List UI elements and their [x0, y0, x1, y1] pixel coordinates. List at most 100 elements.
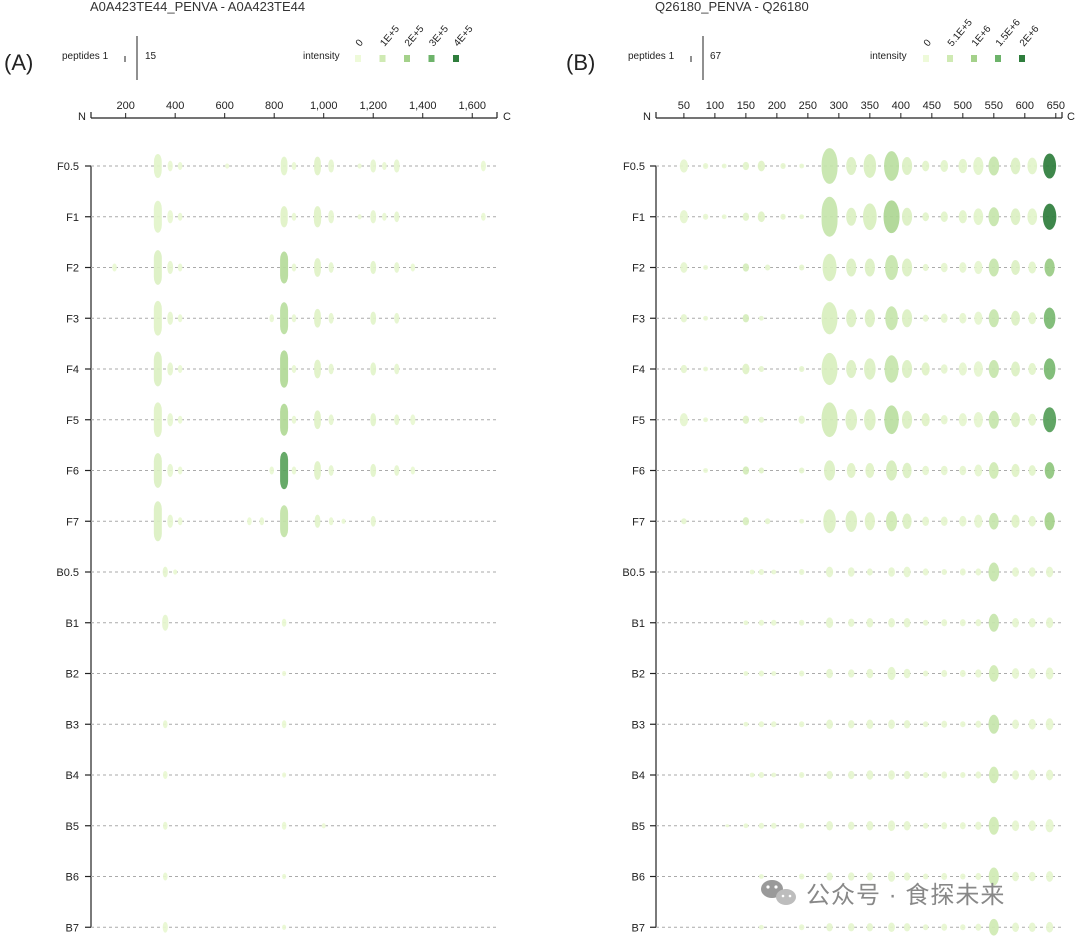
panel-b-row-F4: F4	[632, 352, 1062, 386]
panel-b-peptide-mark	[1028, 567, 1036, 577]
panel-a-peptide-mark	[280, 156, 288, 176]
panel-a-peptide-mark	[314, 461, 321, 480]
panel-b-peptide-mark	[903, 770, 911, 780]
panel-b-peptide-mark	[1027, 208, 1038, 226]
panel-b-peptide-mark	[1043, 307, 1056, 329]
panel-a-peptide-mark	[393, 159, 400, 173]
panel-a-peptide-mark	[328, 465, 334, 476]
panel-b-intensity-label: intensity	[870, 51, 907, 62]
panel-b-peptide-mark	[973, 411, 983, 428]
panel-b-peptide-mark	[846, 258, 857, 277]
panel-b-x-tick-label-8: 450	[923, 100, 941, 112]
panel-b-peptide-mark	[1042, 203, 1057, 230]
panel-a-peptide-mark	[177, 162, 183, 170]
panel-b-peptide-mark	[864, 409, 876, 431]
panel-b-peptide-mark	[799, 214, 805, 220]
panel-b-peptide-mark	[848, 821, 855, 830]
panel-a-peptide-mark	[153, 250, 162, 285]
panel-b-peptide-mark	[771, 569, 777, 575]
panel-b-peptide-mark	[921, 362, 930, 376]
panel-a-peptide-mark	[370, 159, 377, 173]
panel-a-row-B4: B4	[66, 770, 497, 782]
panel-a-peptide-mark	[162, 821, 168, 830]
panel-b-peptide-mark	[901, 410, 913, 429]
panel-a-peptide-mark	[357, 214, 362, 220]
panel-b-x-tick-label-2: 150	[737, 100, 755, 112]
panel-a-peptide-mark	[370, 463, 377, 478]
panel-b-peptide-mark	[885, 460, 898, 481]
panel-a-peptide-mark	[153, 351, 162, 387]
panel-b-peptide-mark	[960, 721, 966, 728]
panel-a-peptide-mark	[177, 314, 183, 323]
panel-b-peptide-mark	[888, 922, 895, 933]
panel-b-peptide-mark	[1028, 769, 1036, 781]
panel-b-peptide-mark	[988, 714, 1000, 734]
panel-b-peptide-mark	[771, 619, 777, 626]
panel-a-peptide-mark	[177, 415, 183, 424]
panel-a-peptide-mark	[280, 302, 289, 335]
panel-b-peptide-mark	[974, 260, 983, 275]
panel-b-legend-label-0: 0	[922, 37, 934, 49]
panel-b-peptide-mark	[941, 669, 948, 678]
panel-a-peptide-mark	[153, 200, 162, 233]
panel-b-row-B3: B3	[632, 714, 1062, 734]
panel-b-row-B0_5: B0.5	[622, 562, 1062, 582]
panel-b-peptide-mark	[922, 516, 930, 527]
panel-b-peptide-mark	[901, 309, 913, 328]
panel-a-peptide-mark	[481, 212, 486, 221]
panel-b-peptide-mark	[988, 867, 999, 886]
panel-a-peptide-mark	[382, 212, 387, 221]
panel-b-peptide-mark	[846, 309, 857, 328]
panel-b-peptide-mark	[1044, 258, 1055, 277]
panel-a-peptide-mark	[280, 350, 289, 388]
panel-b-peptide-mark	[922, 721, 929, 728]
panel-b-peptide-mark	[826, 923, 833, 932]
panel-b-peptide-mark	[1010, 208, 1021, 226]
panel-a-peptide-mark	[112, 263, 117, 272]
panel-b-peptide-mark	[988, 665, 999, 682]
panel-b-peptide-mark	[758, 467, 765, 474]
panel-a-row-label: B0.5	[56, 567, 79, 579]
panel-b-peptide-mark	[799, 518, 805, 524]
panel-b-peptide-mark	[988, 562, 1000, 582]
panel-b-peptide-mark	[826, 668, 833, 679]
panel-a-row-label: F3	[66, 313, 79, 325]
panel-b-peptide-mark	[1027, 157, 1038, 175]
panel-b-peptide-mark	[885, 511, 898, 532]
panel-b-peptide-mark	[742, 363, 750, 375]
panel-b-peptide-mark	[848, 720, 855, 729]
panel-b-peptide-mark	[960, 772, 966, 778]
panel-a-row-label: F6	[66, 466, 79, 478]
panel-a-peptide-mark	[328, 312, 334, 324]
panel-b-peptide-mark	[888, 567, 895, 577]
panel-b-peptide-mark	[866, 820, 874, 831]
panel-b-peptide-mark	[1011, 310, 1020, 326]
panel-b-peptide-mark	[703, 315, 709, 321]
panel-b-peptide-mark	[975, 923, 982, 931]
panel-b-peptide-mark	[941, 771, 948, 779]
panel-b-legend-label-2: 1E+6	[970, 23, 994, 49]
panel-b-peptide-mark	[922, 822, 929, 829]
panel-a-rows: F0.5 F1 F2 F3 F4 F5 F6 F7 B0.5 B1 B2 B3 B4 B5 B6 B7	[56, 154, 497, 934]
panel-b-peptide-mark	[958, 210, 967, 224]
panel-b-peptide-mark	[988, 309, 999, 328]
panel-b-row-label: F2	[632, 263, 645, 275]
panel-b-peptide-mark	[940, 414, 948, 425]
panel-b-peptide-mark	[680, 314, 688, 323]
panel-b-peptide-mark	[960, 924, 966, 931]
panel-b-peptide-mark	[1011, 668, 1020, 679]
panel-b-peptide-mark	[988, 462, 999, 479]
panel-b-peptide-mark	[703, 366, 709, 372]
panel-b-peptide-mark	[1011, 514, 1020, 528]
panel-a-peptide-mark	[314, 410, 321, 430]
panel-b-legend-swatch-1	[947, 55, 953, 62]
panel-b-row-B6: B6	[632, 867, 1062, 886]
panel-b-peptide-mark	[1045, 617, 1054, 629]
panel-a-peptide-mark	[394, 414, 400, 426]
panel-b-peptide-mark	[959, 669, 966, 678]
panel-a-x-tick-label-6: 1,400	[409, 100, 437, 112]
panel-b-peptide-mark	[988, 410, 999, 429]
panel-b-peptide-mark	[866, 568, 873, 576]
panel-a-peptide-mark	[153, 300, 162, 336]
panel-a-x-tick-label-2: 600	[216, 100, 234, 112]
